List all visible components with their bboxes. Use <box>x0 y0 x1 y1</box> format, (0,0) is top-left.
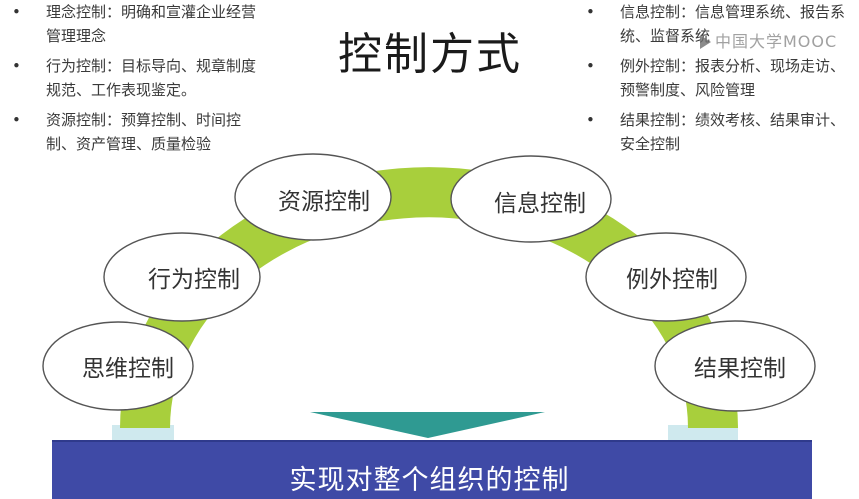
left-notes-list: 理念控制：明确和宣灌企业经营管理理念 行为控制：目标导向、规章制度规范、工作表现… <box>6 0 256 162</box>
watermark-text: 中国大学MOOC <box>715 32 838 51</box>
page-title: 控制方式 <box>338 29 522 80</box>
oval-ziyuan <box>234 153 392 241</box>
oval-jieguo <box>654 320 816 412</box>
goal-banner-text: 实现对整个组织的控制 <box>289 465 570 496</box>
oval-label-jieguo: 结果控制 <box>694 356 786 382</box>
oval-label-xinxi: 信息控制 <box>494 191 586 217</box>
note-item: 结果控制：绩效考核、结果审计、安全控制 <box>580 108 850 156</box>
play-icon <box>700 35 711 49</box>
oval-label-ziyuan: 资源控制 <box>278 189 370 215</box>
note-item: 理念控制：明确和宣灌企业经营管理理念 <box>6 0 256 48</box>
oval-xinxi <box>450 155 612 243</box>
right-notes-list: 信息控制：信息管理系统、报告系统、监督系统 例外控制：报表分析、现场走访、预警制… <box>580 0 850 162</box>
right-pillar <box>668 425 738 443</box>
mooc-watermark: 中国大学MOOC <box>700 28 837 52</box>
down-arrow <box>310 412 545 438</box>
oval-liwai <box>585 232 747 322</box>
note-item: 资源控制：预算控制、时间控制、资产管理、质量检验 <box>6 108 256 156</box>
oval-label-liwai: 例外控制 <box>626 267 718 293</box>
goal-banner <box>52 440 812 499</box>
note-item: 行为控制：目标导向、规章制度规范、工作表现鉴定。 <box>6 54 256 102</box>
note-item: 信息控制：信息管理系统、报告系统、监督系统 <box>580 0 850 48</box>
note-item: 例外控制：报表分析、现场走访、预警制度、风险管理 <box>580 54 850 102</box>
oval-label-siwei: 思维控制 <box>82 356 174 382</box>
oval-siwei <box>42 321 194 411</box>
oval-xingwei <box>103 232 261 322</box>
oval-label-xingwei: 行为控制 <box>148 267 240 293</box>
left-pillar <box>112 425 174 443</box>
